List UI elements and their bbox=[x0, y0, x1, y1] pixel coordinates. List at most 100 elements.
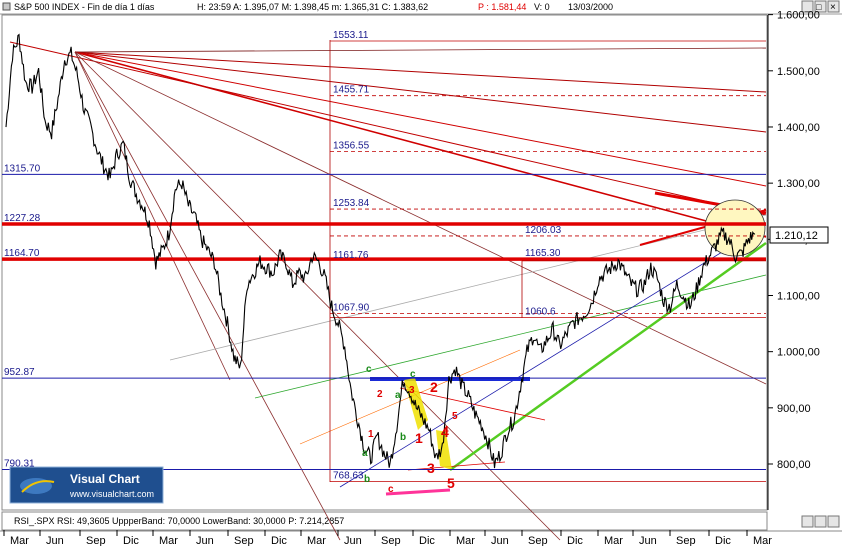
wave-label: 1 bbox=[368, 429, 374, 440]
y-tick-label: 1.600,00 bbox=[777, 10, 820, 22]
x-tick-label: Sep bbox=[86, 535, 106, 546]
trendline bbox=[9, 41, 767, 216]
y-tick-label: 1.400,00 bbox=[777, 122, 820, 134]
trendline bbox=[74, 51, 767, 385]
x-tick-label: Dic bbox=[271, 535, 287, 546]
trendline bbox=[169, 214, 767, 361]
svg-text:□: □ bbox=[816, 2, 822, 12]
trendline bbox=[74, 47, 767, 53]
y-axis: 800,00900,001.000,001.100,001.200,001.30… bbox=[768, 10, 820, 471]
indicator-maximize-button[interactable] bbox=[814, 515, 827, 528]
x-tick-label: Mar bbox=[604, 535, 623, 546]
level-label: 1253.84 bbox=[333, 198, 370, 209]
p-value: P : 1.581,44 bbox=[478, 2, 526, 12]
level-label: 1455.71 bbox=[333, 85, 370, 96]
trendline bbox=[74, 51, 767, 187]
wave-label: c bbox=[410, 369, 416, 380]
level-label: 1206.03 bbox=[525, 225, 562, 236]
wave-label: 3 bbox=[427, 460, 435, 476]
wave-label: b bbox=[364, 474, 370, 485]
bottom-bar bbox=[385, 488, 451, 496]
indicator-close-button[interactable] bbox=[827, 515, 840, 528]
wave-label: 1 bbox=[415, 430, 423, 446]
level-label: 1227.28 bbox=[4, 213, 41, 224]
x-tick-label: Mar bbox=[307, 535, 326, 546]
x-tick-label: Jun bbox=[196, 535, 214, 546]
level-label: 1161.76 bbox=[333, 250, 369, 261]
wave-label: 2 bbox=[430, 379, 438, 395]
wave-label: a bbox=[395, 390, 401, 401]
quote-date: 13/03/2000 bbox=[568, 2, 613, 12]
level-label: 1060.6 bbox=[525, 307, 556, 318]
minimize-button[interactable]: _ bbox=[801, 0, 814, 13]
y-tick-label: 1.000,00 bbox=[777, 347, 820, 359]
wave-label: 5 bbox=[452, 411, 458, 422]
price-series bbox=[5, 33, 756, 469]
wave-label: 4 bbox=[443, 425, 449, 436]
y-tick-label: 1.500,00 bbox=[777, 66, 820, 78]
x-tick-label: Dic bbox=[567, 535, 583, 546]
wave-label: 3 bbox=[409, 385, 415, 396]
header-bar bbox=[0, 0, 842, 14]
target-circle bbox=[704, 199, 766, 257]
x-tick-label: Dic bbox=[715, 535, 731, 546]
wave-label: 2 bbox=[377, 389, 383, 400]
level-label: 952.87 bbox=[4, 367, 35, 378]
x-axis: Mar Jun Sep Dic Mar Jun Sep Dic Mar Jun Sep Dic Mar J… bbox=[3, 530, 772, 546]
x-tick-label: Jun bbox=[491, 535, 509, 546]
wave-label: c bbox=[388, 484, 394, 495]
indicator-minimize-button[interactable] bbox=[801, 515, 814, 528]
quote-values: H: 23:59 A: 1.395,07 M: 1.398,45 m: 1.36… bbox=[197, 2, 428, 12]
level-label: 1356.55 bbox=[333, 140, 370, 151]
x-tick-label: Mar bbox=[753, 535, 772, 546]
x-tick-label: Jun bbox=[639, 535, 657, 546]
price-line bbox=[5, 33, 756, 469]
visual-chart-logo: Visual Chart www.visualchart.com bbox=[9, 466, 164, 504]
x-tick-label: Sep bbox=[234, 535, 254, 546]
logo-url: www.visualchart.com bbox=[69, 489, 154, 499]
x-tick-label: Dic bbox=[419, 535, 435, 546]
x-tick-label: Mar bbox=[456, 535, 475, 546]
indicator-panel bbox=[1, 511, 768, 531]
x-tick-label: Jun bbox=[344, 535, 362, 546]
logo-name: Visual Chart bbox=[70, 472, 140, 486]
x-tick-label: Dic bbox=[123, 535, 139, 546]
svg-text:_: _ bbox=[804, 2, 811, 12]
current-price-label: 1.210,12 bbox=[775, 230, 818, 242]
x-tick-label: Sep bbox=[676, 535, 696, 546]
wave-highlight bbox=[436, 430, 452, 470]
rsi-indicator-label: RSI_.SPX RSI: 49,3605 UppperBand: 70,000… bbox=[14, 516, 344, 526]
trendline bbox=[399, 387, 546, 421]
level-label: 1067.90 bbox=[333, 303, 370, 314]
trendline bbox=[74, 51, 561, 541]
x-tick-label: Jun bbox=[46, 535, 64, 546]
trendline bbox=[407, 461, 506, 471]
trendline bbox=[74, 51, 231, 381]
wave-label: c bbox=[366, 364, 372, 375]
plot-area bbox=[1, 14, 768, 511]
trendline bbox=[74, 51, 767, 133]
y-tick-label: 1.100,00 bbox=[777, 290, 820, 302]
trendline bbox=[339, 224, 767, 488]
trendline bbox=[254, 274, 767, 399]
trendline bbox=[449, 241, 767, 472]
x-tick-label: Sep bbox=[528, 535, 548, 546]
current-price-tag: 1.210,12 bbox=[769, 226, 829, 244]
x-tick-label: Mar bbox=[159, 535, 178, 546]
header-icon bbox=[2, 2, 11, 11]
level-label: 1165.30 bbox=[525, 248, 561, 259]
x-tick-label: Mar bbox=[10, 535, 29, 546]
maximize-button[interactable]: □ bbox=[814, 0, 827, 13]
level-label: 1164.70 bbox=[4, 248, 40, 259]
wave-label: b bbox=[400, 432, 406, 443]
y-tick-label: 1.300,00 bbox=[777, 178, 820, 190]
trendline bbox=[74, 51, 341, 541]
trendline bbox=[74, 51, 767, 93]
wave-label: 4 bbox=[441, 424, 449, 440]
close-button[interactable]: × bbox=[827, 0, 840, 13]
instrument-title: S&P 500 INDEX - Fin de día 1 días bbox=[14, 2, 155, 12]
y-tick-label: 800,00 bbox=[777, 459, 811, 471]
wave-label: a bbox=[362, 448, 368, 459]
